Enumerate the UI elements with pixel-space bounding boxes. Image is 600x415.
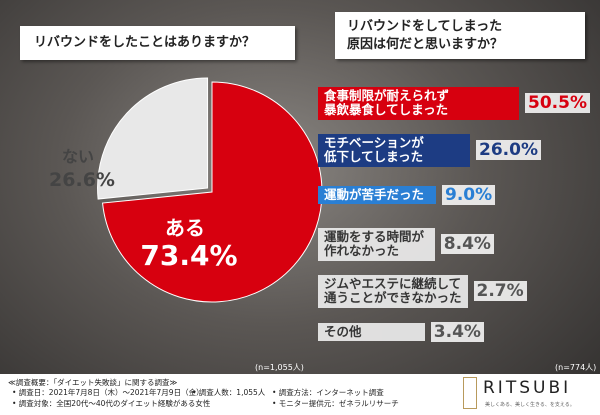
brand-name: RITSUBI — [483, 378, 572, 398]
pie-slice — [97, 77, 209, 200]
bar-row: 食事制限が耐えられず 暴飲暴食してしまった 50.5% — [318, 87, 590, 120]
sample-note: (n=1,055人) — [255, 363, 304, 372]
bar: 運動をする時間が 作れなかった — [318, 228, 435, 261]
pie-title: リバウンドをしたことはありますか？ — [20, 26, 295, 60]
bar-value: 2.7% — [473, 281, 527, 302]
bar: モチベーションが 低下してしまった — [318, 134, 470, 167]
survey-item: • 調査方法：インターネット調査 — [272, 388, 384, 397]
survey-item: • モニター提供元：ゼネラルリサーチ — [272, 399, 399, 408]
bar-row: 運動が苦手だった 9.0% — [318, 185, 496, 205]
bar-value: 8.4% — [440, 234, 494, 255]
slice-label: ない — [62, 147, 94, 166]
pie-slice — [102, 81, 323, 303]
bar-title: リバウンドをしてしまった 原因は何だと思いますか？ — [335, 12, 585, 60]
bar-value: 50.5% — [525, 93, 590, 114]
bar: その他 — [318, 322, 425, 342]
sample-note: (n=774人) — [555, 363, 597, 372]
survey-item: • 調査対象：全国20代～40代のダイエット経験がある女性 — [12, 399, 211, 408]
bar: ジムやエステに継続して 通うことができなかった — [318, 275, 468, 308]
bar-value: 3.4% — [430, 322, 484, 342]
slice-value: 73.4% — [140, 239, 237, 272]
bar: 運動が苦手だった — [318, 185, 436, 205]
bar: 食事制限が耐えられず 暴飲暴食してしまった — [318, 87, 519, 120]
survey-item: • 調査人数：1,055人 — [192, 388, 266, 397]
survey-item: • 調査日：2021年7月8日（木）～2021年7月9日（金） — [12, 388, 204, 397]
bar-row: ジムやエステに継続して 通うことができなかった 2.7% — [318, 275, 527, 308]
bar-row: その他 3.4% — [318, 322, 484, 342]
bar-value: 9.0% — [442, 185, 496, 205]
survey-heading: ≪調査概要：「ダイエット失敗談」に関する調査≫ — [8, 378, 178, 387]
bar-row: モチベーションが 低下してしまった 26.0% — [318, 134, 541, 167]
brand-tagline: 美しくある、美しく生きる、を支える。 — [485, 402, 575, 408]
footer: ≪調査概要：「ダイエット失敗談」に関する調査≫ • 調査日：2021年7月8日（… — [0, 374, 600, 415]
slice-label: ある — [165, 216, 205, 240]
slice-value: 26.6% — [49, 169, 115, 191]
logo-mark — [463, 377, 477, 409]
bar-value: 26.0% — [476, 140, 541, 161]
bar-row: 運動をする時間が 作れなかった 8.4% — [318, 228, 494, 261]
